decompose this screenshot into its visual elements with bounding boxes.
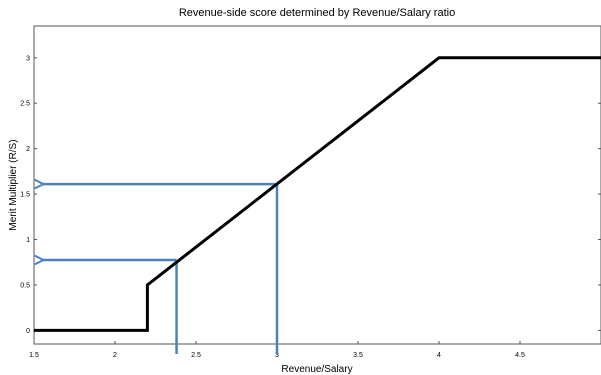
y-tick-label: 1 [26, 237, 30, 244]
x-tick-label: 4.5 [515, 352, 525, 359]
series-line [34, 56, 601, 332]
y-tick-label: 0.5 [20, 282, 30, 289]
x-tick-label: 1.5 [29, 352, 39, 359]
chart-title: Revenue-side score determined by Revenue… [179, 7, 455, 19]
x-axis-label: Revenue/Salary [281, 364, 352, 375]
x-tick-label: 3 [275, 352, 279, 359]
series-lines [34, 56, 601, 332]
y-tick-label: 2.5 [20, 101, 30, 108]
x-tick-label: 3.5 [353, 352, 363, 359]
x-tick-label: 2 [113, 352, 117, 359]
x-axis-ticks: 1.5 2 2.5 3 3.5 4 4.5 [29, 341, 525, 359]
x-tick-label: 2.5 [191, 352, 201, 359]
y-tick-label: 2 [26, 146, 30, 153]
y-axis-label: Merit Multiplier (R/S) [8, 139, 19, 230]
y-tick-label: 3 [26, 55, 30, 62]
y-tick-label: 0 [26, 328, 30, 335]
annotation-arrows [42, 184, 279, 354]
x-tick-label: 4 [437, 352, 441, 359]
y-tick-label: 1.5 [20, 192, 30, 199]
